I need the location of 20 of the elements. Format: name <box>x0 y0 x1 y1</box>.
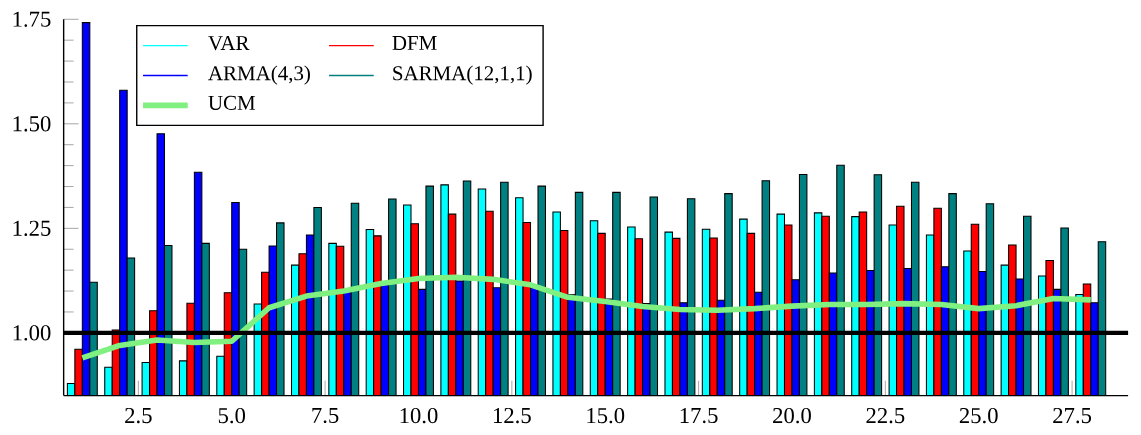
y-tick-label: 1.25 <box>13 220 51 237</box>
y-tick-label: 1.75 <box>13 11 51 27</box>
legend-label: ARMA(4,3) <box>208 65 310 85</box>
x-tick-label: 15.0 <box>587 407 625 424</box>
x-tick-label: 7.5 <box>312 407 339 424</box>
x-tick-label: 17.5 <box>680 407 718 424</box>
legend-label: SARMA(12,1,1) <box>393 65 532 85</box>
x-tick-label: 5.0 <box>218 407 246 424</box>
x-tick-label: 12.5 <box>493 407 531 424</box>
y-tick-label: 1.50 <box>13 116 51 132</box>
x-tick-label: 22.5 <box>866 407 905 424</box>
legend-label: UCM <box>208 95 256 110</box>
legend-label: DFM <box>392 36 437 50</box>
y-tick-label: 1.00 <box>13 325 51 341</box>
x-tick-label: 27.5 <box>1053 407 1092 424</box>
x-tick-label: 25.0 <box>959 407 998 424</box>
x-tick-label: 2.5 <box>125 407 152 424</box>
legend-label: VAR <box>208 36 250 51</box>
x-tick-label: 20.0 <box>773 407 811 424</box>
x-tick-label: 10.0 <box>400 407 438 424</box>
